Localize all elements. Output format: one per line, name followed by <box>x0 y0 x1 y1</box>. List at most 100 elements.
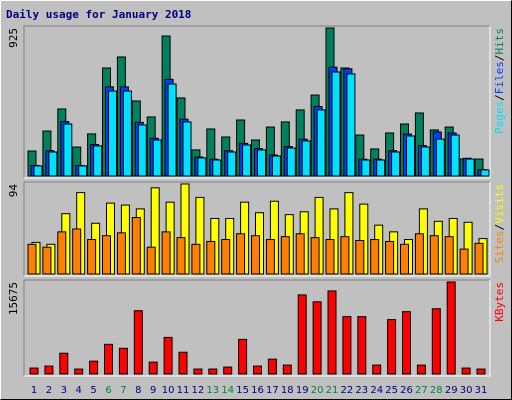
bar <box>465 158 475 177</box>
bar <box>257 149 266 177</box>
bar <box>297 294 307 375</box>
x-tick-label: 13 <box>206 385 219 396</box>
legend-entry: Sites <box>493 230 506 263</box>
x-tick-label: 16 <box>251 385 264 396</box>
bar <box>346 73 356 177</box>
bar <box>406 135 415 177</box>
x-tick-label: 6 <box>105 385 111 396</box>
bar <box>325 239 335 275</box>
bar <box>253 365 262 375</box>
bar <box>131 217 141 275</box>
x-tick-label: 12 <box>192 385 205 396</box>
x-tick-label: 18 <box>281 385 294 396</box>
bar <box>295 233 305 275</box>
bar <box>238 338 248 375</box>
bar <box>429 235 439 275</box>
bar <box>191 243 201 275</box>
x-tick-label: 22 <box>341 385 354 396</box>
legend-entry: Files <box>493 61 506 94</box>
bar <box>385 240 395 275</box>
bar <box>450 134 460 177</box>
x-tick-label: 30 <box>460 385 473 396</box>
bar <box>27 243 37 275</box>
x-tick-label: 5 <box>90 385 96 396</box>
bar <box>152 139 162 177</box>
bar <box>280 236 290 275</box>
x-tick-label: 23 <box>355 385 368 396</box>
bar <box>178 351 188 375</box>
legend-entry: Visits <box>493 184 506 224</box>
x-tick-label: 29 <box>445 385 458 396</box>
bar <box>420 146 430 177</box>
bar <box>286 147 296 177</box>
bar <box>148 361 158 375</box>
bar <box>221 239 231 275</box>
bar <box>355 239 365 275</box>
bar <box>63 123 73 177</box>
bar <box>282 364 292 375</box>
bar <box>265 239 275 275</box>
bar <box>78 165 88 177</box>
bar <box>476 368 486 375</box>
bar <box>387 319 397 375</box>
x-tick-label: 28 <box>430 385 443 396</box>
bar <box>33 165 43 177</box>
bar <box>44 365 54 375</box>
x-tick-label: 2 <box>46 385 52 396</box>
legend-separator: / <box>493 224 506 231</box>
x-tick-label: 9 <box>150 385 156 396</box>
bar <box>176 237 186 275</box>
bar <box>327 290 337 375</box>
x-tick-label: 31 <box>475 385 488 396</box>
bar <box>310 237 320 275</box>
bar <box>48 151 58 177</box>
bar <box>459 248 469 275</box>
x-tick-label: 27 <box>415 385 428 396</box>
bar <box>93 145 103 177</box>
bar <box>74 368 84 375</box>
bar <box>116 232 126 275</box>
panel-border <box>24 182 491 277</box>
panel-border <box>23 25 490 178</box>
bar <box>400 243 409 275</box>
bar <box>251 235 260 275</box>
bar <box>480 169 490 177</box>
bar <box>446 281 456 375</box>
y-tick-label: 925 <box>7 28 20 48</box>
bar <box>316 109 326 177</box>
bar <box>193 368 203 375</box>
bar <box>72 228 82 275</box>
bar <box>133 310 143 375</box>
bar <box>42 246 52 275</box>
y-tick-label: 94 <box>7 184 20 198</box>
x-tick-label: 4 <box>76 385 82 396</box>
bar <box>57 231 67 275</box>
bar <box>137 124 147 177</box>
bar <box>431 308 441 375</box>
bar <box>206 240 216 275</box>
chart-title: Daily usage for January 2018 <box>6 8 191 21</box>
panel-border <box>24 26 491 179</box>
bar <box>461 367 471 375</box>
legend-separator: / <box>493 94 506 101</box>
bar <box>146 246 156 275</box>
legend-entry: KBytes <box>493 282 506 322</box>
x-tick-label: 19 <box>296 385 309 396</box>
bar <box>122 90 132 177</box>
bar <box>301 140 311 177</box>
bar <box>212 159 222 177</box>
bar <box>444 236 454 275</box>
bar <box>414 233 424 275</box>
bar <box>161 231 171 275</box>
legend-separator: / <box>493 55 506 62</box>
bar <box>236 233 246 275</box>
bar <box>242 144 252 177</box>
legend: KBytes <box>493 282 506 322</box>
bar <box>182 121 192 177</box>
x-tick-label: 1 <box>31 385 37 396</box>
bar <box>271 155 281 177</box>
x-tick-label: 15 <box>236 385 249 396</box>
bar <box>167 83 177 177</box>
